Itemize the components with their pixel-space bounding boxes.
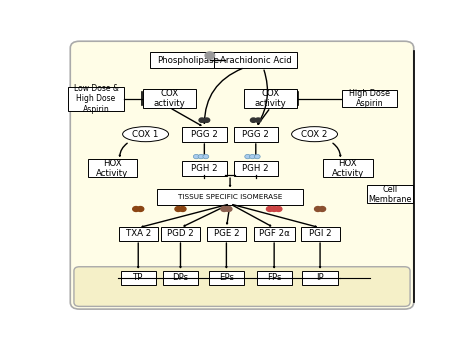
FancyBboxPatch shape [68, 87, 124, 111]
Circle shape [199, 118, 205, 122]
Text: FPs: FPs [267, 273, 282, 282]
FancyBboxPatch shape [302, 271, 337, 285]
Text: Phospholipase: Phospholipase [157, 56, 219, 65]
FancyBboxPatch shape [214, 53, 297, 68]
FancyBboxPatch shape [301, 227, 339, 241]
Circle shape [175, 207, 182, 212]
Circle shape [319, 207, 326, 212]
Text: PGH 2: PGH 2 [243, 164, 269, 173]
Text: TXA 2: TXA 2 [126, 229, 151, 239]
Text: PGH 2: PGH 2 [191, 164, 218, 173]
FancyBboxPatch shape [88, 159, 137, 178]
FancyBboxPatch shape [342, 90, 397, 107]
Text: IP: IP [316, 273, 324, 282]
Ellipse shape [292, 127, 337, 142]
FancyBboxPatch shape [143, 89, 196, 108]
FancyBboxPatch shape [119, 227, 158, 241]
Text: HOX
Activity: HOX Activity [96, 159, 128, 178]
Text: COX 1: COX 1 [132, 130, 159, 139]
Circle shape [225, 207, 232, 212]
Circle shape [198, 154, 204, 159]
Circle shape [275, 207, 282, 212]
Text: PGE 2: PGE 2 [214, 229, 239, 239]
FancyBboxPatch shape [74, 267, 410, 306]
Ellipse shape [123, 127, 169, 142]
Circle shape [255, 154, 260, 159]
Text: COX
activity: COX activity [154, 89, 185, 108]
Text: HOX
Activity: HOX Activity [331, 159, 364, 178]
Text: Arachidonic Acid: Arachidonic Acid [220, 56, 292, 65]
Circle shape [255, 118, 261, 122]
FancyBboxPatch shape [256, 271, 292, 285]
FancyBboxPatch shape [163, 271, 198, 285]
Circle shape [137, 207, 144, 212]
Text: PGD 2: PGD 2 [167, 229, 194, 239]
FancyBboxPatch shape [234, 126, 278, 142]
FancyBboxPatch shape [150, 53, 226, 68]
Text: Low Dose &
High Dose
Aspirin: Low Dose & High Dose Aspirin [73, 84, 118, 114]
Text: TISSUE SPECIFIC ISOMERASE: TISSUE SPECIFIC ISOMERASE [178, 194, 282, 200]
FancyBboxPatch shape [209, 271, 244, 285]
Text: TP: TP [133, 273, 144, 282]
Circle shape [249, 154, 255, 159]
Circle shape [250, 118, 256, 122]
Circle shape [245, 154, 251, 159]
Text: High Dose
Aspirin: High Dose Aspirin [349, 89, 390, 108]
Text: PGF 2α: PGF 2α [259, 229, 290, 239]
FancyBboxPatch shape [161, 227, 200, 241]
FancyBboxPatch shape [207, 227, 246, 241]
FancyBboxPatch shape [254, 227, 294, 241]
FancyBboxPatch shape [244, 89, 297, 108]
Text: DPs: DPs [173, 273, 189, 282]
FancyBboxPatch shape [157, 189, 303, 205]
Text: Cell
Membrane: Cell Membrane [368, 185, 411, 204]
FancyBboxPatch shape [182, 126, 227, 142]
Circle shape [133, 207, 139, 212]
Circle shape [179, 207, 186, 212]
FancyBboxPatch shape [367, 185, 413, 203]
Text: PGI 2: PGI 2 [309, 229, 331, 239]
Circle shape [205, 52, 215, 59]
Text: PGG 2: PGG 2 [242, 130, 269, 139]
Circle shape [204, 118, 210, 122]
Circle shape [203, 154, 209, 159]
Text: COX
activity: COX activity [255, 89, 286, 108]
Circle shape [315, 207, 321, 212]
Circle shape [193, 154, 199, 159]
Circle shape [266, 207, 273, 212]
Circle shape [271, 207, 277, 212]
Text: PGG 2: PGG 2 [191, 130, 218, 139]
FancyBboxPatch shape [323, 159, 373, 178]
FancyBboxPatch shape [70, 41, 414, 309]
Circle shape [221, 207, 228, 212]
FancyBboxPatch shape [234, 161, 278, 176]
Text: COX 2: COX 2 [301, 130, 328, 139]
Text: EPs: EPs [219, 273, 234, 282]
FancyBboxPatch shape [182, 161, 227, 176]
FancyBboxPatch shape [120, 271, 156, 285]
